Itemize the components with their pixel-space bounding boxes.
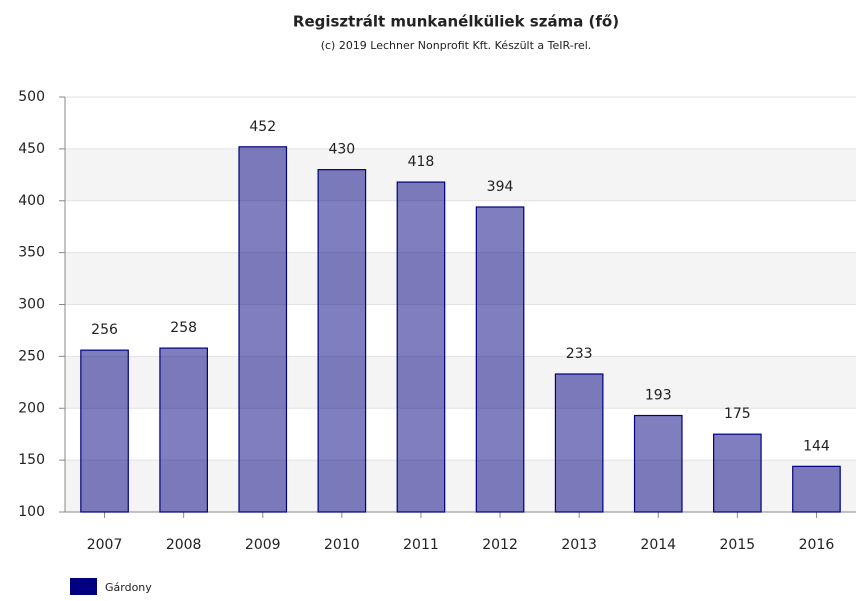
- y-tick-label: 150: [18, 452, 45, 468]
- x-tick-label: 2007: [87, 537, 123, 553]
- legend-label: Gárdony: [105, 581, 152, 594]
- value-label: 193: [645, 388, 672, 404]
- y-tick-label: 200: [18, 400, 45, 416]
- bar: [396, 181, 446, 513]
- y-tick-label: 400: [18, 193, 45, 209]
- bar: [475, 206, 525, 513]
- value-label: 430: [328, 142, 355, 158]
- y-tick-label: 100: [18, 504, 45, 520]
- bar: [633, 414, 683, 513]
- x-tick-label: 2009: [245, 537, 281, 553]
- value-label: 144: [803, 438, 830, 454]
- y-tick-label: 450: [18, 141, 45, 157]
- x-tick-label: 2012: [482, 537, 518, 553]
- x-tick-label: 2016: [799, 537, 835, 553]
- grid-band: [65, 148, 856, 201]
- chart-subtitle: (c) 2019 Lechner Nonprofit Kft. Készült …: [321, 39, 592, 52]
- x-tick-label: 2015: [720, 537, 756, 553]
- value-label: 418: [408, 154, 435, 170]
- bar: [792, 465, 841, 513]
- bar: [317, 169, 367, 513]
- value-label: 258: [170, 320, 197, 336]
- y-tick-label: 500: [18, 89, 45, 105]
- value-label: 175: [724, 406, 751, 422]
- value-label: 394: [487, 179, 514, 195]
- x-tick-label: 2014: [640, 537, 676, 553]
- x-tick-label: 2010: [324, 537, 360, 553]
- legend-swatch: [70, 578, 97, 595]
- grid-band: [65, 252, 856, 305]
- y-tick-label: 250: [18, 348, 45, 364]
- value-label: 233: [566, 346, 593, 362]
- x-tick-label: 2011: [403, 537, 439, 553]
- chart-title: Regisztrált munkanélküliek száma (fő): [293, 13, 619, 31]
- bar: [238, 146, 288, 513]
- value-label: 256: [91, 322, 118, 338]
- bar: [80, 349, 129, 513]
- bar: [554, 373, 604, 513]
- bar: [159, 347, 208, 513]
- x-tick-label: 2008: [166, 537, 202, 553]
- bar: [713, 433, 762, 513]
- value-label: 452: [249, 119, 276, 135]
- y-tick-label: 350: [18, 245, 45, 261]
- x-tick-label: 2013: [561, 537, 597, 553]
- y-tick-label: 300: [18, 297, 45, 313]
